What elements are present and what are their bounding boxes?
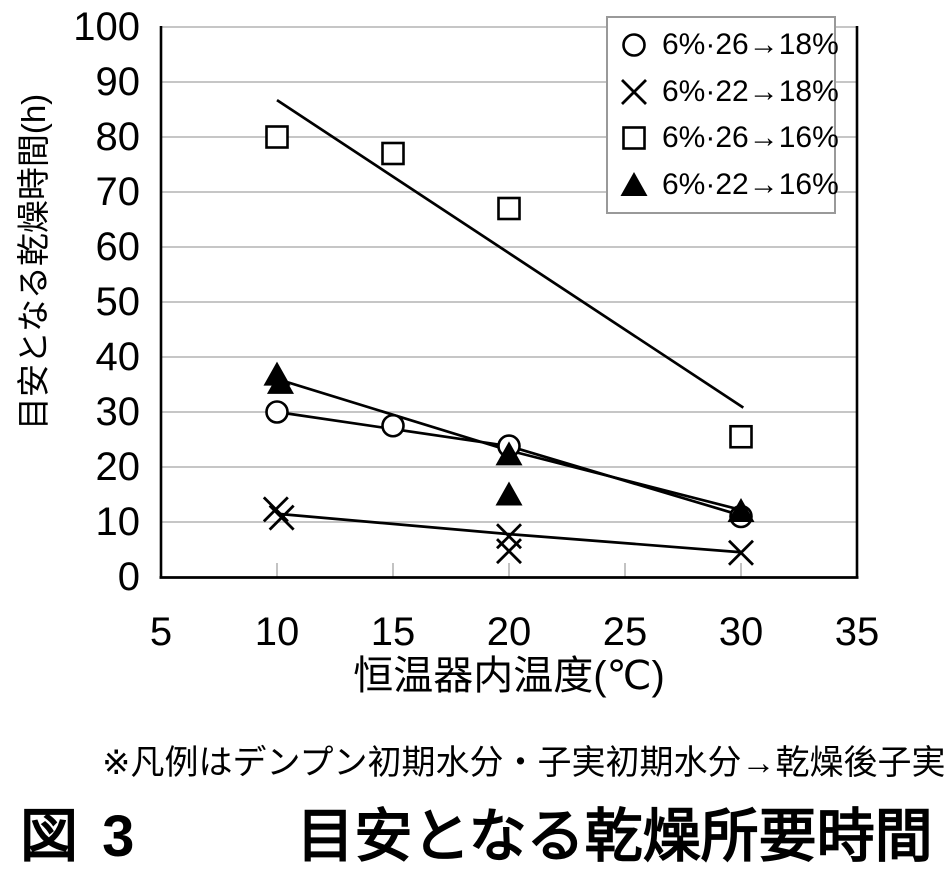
x-tick-label: 15 — [370, 610, 416, 654]
marker-square — [265, 125, 289, 149]
y-tick-label: 40 — [95, 335, 141, 379]
marker-x — [262, 496, 289, 523]
legend-note: ※凡例はデンプン初期水分・子実初期水分→乾燥後子実水分 — [102, 744, 945, 782]
marker-square — [729, 424, 753, 449]
legend-item-label: 6%·26→16% — [662, 121, 839, 155]
marker-triangle — [495, 481, 523, 506]
marker-x — [268, 504, 295, 531]
legend-item: 6%·26→16% — [616, 120, 839, 156]
marker-x — [621, 78, 647, 105]
marker-x — [496, 538, 522, 565]
marker-triangle — [727, 498, 755, 522]
x-tick-label: 25 — [602, 610, 648, 654]
x-tick-label: 10 — [254, 610, 300, 654]
marker-square — [622, 126, 646, 151]
y-tick-label: 50 — [95, 280, 141, 324]
marker-circle — [381, 413, 405, 438]
marker-circle — [622, 33, 646, 58]
y-tick-label: 10 — [95, 500, 141, 544]
legend-item: 6%·22→18% — [616, 74, 839, 110]
circle-marker-icon — [622, 33, 646, 58]
y-tick-label: 20 — [95, 445, 141, 489]
y-tick-label: 30 — [95, 390, 141, 434]
legend-item-label: 6%·26→18% — [662, 28, 839, 62]
x-tick-label: 20 — [486, 610, 532, 654]
y-tick-label: 100 — [73, 5, 140, 49]
chart-legend: 6%·26→18% 6%·22→18% 6%·26→16% 6%·22→16% — [606, 16, 839, 214]
x-tick-label: 30 — [718, 610, 764, 654]
figure-caption: 図 3 目安となる乾燥所要時間 — [20, 804, 933, 870]
y-tick-label: 90 — [95, 60, 141, 104]
x-tick-label: 35 — [834, 610, 880, 654]
x-series-trendline — [276, 512, 742, 554]
y-tick-label: 70 — [95, 170, 141, 214]
square-marker-icon — [622, 126, 646, 151]
marker-square — [381, 141, 405, 166]
y-tick-label: 80 — [95, 115, 141, 159]
marker-square — [497, 196, 521, 221]
legend-item-label: 6%·22→18% — [662, 74, 839, 108]
y-tick-label: 60 — [95, 225, 141, 269]
x-marker-icon — [621, 78, 647, 105]
chart-plot-area — [159, 26, 859, 579]
figure-title: 目安となる乾燥所要時間 — [296, 804, 933, 869]
square-series-trendline — [276, 99, 745, 409]
y-tick-label: 0 — [117, 555, 140, 599]
legend-item: 6%·26→18% — [616, 27, 839, 63]
legend-item: 6%·22→16% — [616, 167, 839, 203]
marker-triangle — [620, 171, 648, 196]
x-tick-label: 5 — [149, 610, 173, 654]
marker-x — [728, 539, 754, 566]
triangle-marker-icon — [620, 171, 648, 196]
x-axis-title: 恒温器内温度(℃) — [353, 654, 665, 698]
marker-circle — [265, 400, 289, 424]
marker-triangle — [266, 369, 294, 394]
legend-item-label: 6%·22→16% — [662, 167, 839, 201]
figure-number: 図 3 — [20, 804, 139, 869]
marker-triangle — [495, 441, 523, 466]
